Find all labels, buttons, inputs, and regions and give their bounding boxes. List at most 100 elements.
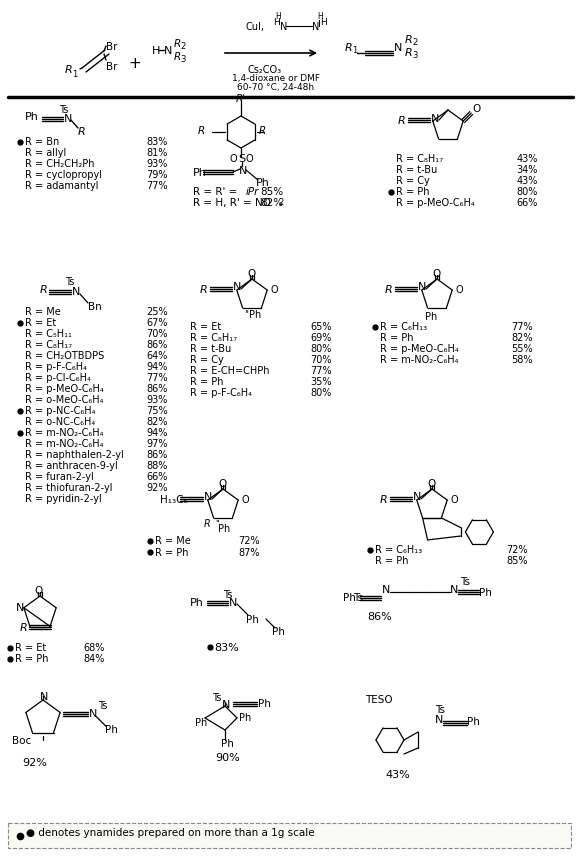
Text: Ts: Ts	[460, 577, 470, 587]
Text: R = thiofuran-2-yl: R = thiofuran-2-yl	[25, 483, 113, 493]
Text: R = Ph: R = Ph	[396, 187, 429, 197]
Text: R = Ph: R = Ph	[375, 556, 408, 567]
Text: R: R	[65, 65, 73, 75]
Text: Ph: Ph	[258, 699, 271, 709]
Text: N: N	[72, 287, 80, 297]
Text: N: N	[164, 46, 173, 56]
Text: 60-70 °C, 24-48h: 60-70 °C, 24-48h	[237, 83, 314, 92]
Text: R = CH₂CH₂Ph: R = CH₂CH₂Ph	[25, 159, 95, 169]
Text: N: N	[418, 282, 426, 292]
Text: R = o-NC-C₆H₄: R = o-NC-C₆H₄	[25, 417, 95, 427]
Text: R = C₈H₁₇: R = C₈H₁₇	[396, 154, 443, 164]
Text: R = CH₂OTBDPS: R = CH₂OTBDPS	[25, 351, 104, 361]
Text: R = Cy: R = Cy	[396, 176, 430, 186]
Text: Ph: Ph	[272, 627, 285, 637]
Text: 82%: 82%	[146, 417, 168, 427]
Text: R: R	[405, 35, 413, 45]
Text: N: N	[450, 585, 458, 595]
Text: O: O	[241, 495, 249, 505]
Text: H: H	[275, 12, 281, 21]
Text: R = Et: R = Et	[190, 322, 221, 332]
Text: N: N	[64, 114, 73, 124]
Text: 43%: 43%	[517, 176, 538, 186]
Text: 94%: 94%	[146, 428, 168, 438]
Text: N: N	[312, 22, 320, 32]
Bar	[8, 823, 571, 848]
Text: R = C₅H₁₁: R = C₅H₁₁	[25, 329, 72, 339]
Text: Ph: Ph	[221, 739, 234, 749]
Text: 34%: 34%	[517, 165, 538, 175]
Text: 86%: 86%	[146, 340, 168, 350]
Text: Ts: Ts	[212, 693, 221, 703]
Text: R = Ph: R = Ph	[155, 548, 188, 557]
Text: Ts: Ts	[98, 701, 107, 711]
Text: 1: 1	[72, 70, 77, 79]
Text: R: R	[203, 519, 210, 529]
Text: Ph: Ph	[195, 718, 207, 728]
Text: 67%: 67%	[146, 318, 168, 328]
Text: 84%: 84%	[84, 655, 105, 664]
Text: Ts: Ts	[353, 593, 363, 603]
Text: 72%: 72%	[507, 545, 528, 555]
Text: R = Ph: R = Ph	[380, 333, 414, 343]
Text: R = m-NO₂-C₆H₄: R = m-NO₂-C₆H₄	[25, 439, 103, 449]
Text: 72%: 72%	[238, 536, 260, 546]
Text: R = m-NO₂-C₆H₄: R = m-NO₂-C₆H₄	[380, 355, 458, 365]
Text: 77%: 77%	[146, 181, 168, 191]
Text: Ts: Ts	[59, 105, 69, 115]
Text: 92%: 92%	[23, 758, 48, 768]
Text: Cs₂CO₃: Cs₂CO₃	[248, 65, 282, 75]
Text: Ph: Ph	[425, 312, 437, 322]
Text: R = p-MeO-C₆H₄: R = p-MeO-C₆H₄	[396, 198, 475, 208]
Text: N: N	[239, 166, 248, 176]
Text: 64%: 64%	[146, 351, 168, 361]
Text: H: H	[152, 46, 160, 56]
Text: N: N	[233, 282, 241, 292]
Text: H: H	[320, 18, 327, 27]
Text: 58%: 58%	[511, 355, 533, 365]
Text: N: N	[435, 715, 443, 725]
Text: Ph: Ph	[193, 168, 207, 178]
Text: 69%: 69%	[311, 333, 332, 343]
Text: O: O	[34, 586, 42, 596]
Text: CuI,: CuI,	[245, 22, 264, 32]
Text: 79%: 79%	[146, 170, 168, 180]
Text: 2: 2	[180, 42, 185, 51]
Text: R = anthracen-9-yl: R = anthracen-9-yl	[25, 461, 118, 471]
Text: O: O	[472, 104, 480, 114]
Text: Ph: Ph	[239, 713, 251, 723]
Text: N: N	[204, 492, 213, 502]
Text: R: R	[78, 127, 86, 137]
Text: 80%: 80%	[517, 187, 538, 197]
Text: Ph: Ph	[256, 178, 270, 188]
Text: R: R	[40, 285, 48, 295]
Text: '': ''	[216, 520, 220, 529]
Text: 93%: 93%	[146, 395, 168, 405]
Text: 25%: 25%	[146, 307, 168, 317]
Text: R = pyridin-2-yl: R = pyridin-2-yl	[25, 494, 102, 504]
Text: 77%: 77%	[511, 322, 533, 332]
Text: R: R	[200, 285, 208, 295]
Text: Ts: Ts	[65, 277, 74, 287]
Text: R = cyclopropyl: R = cyclopropyl	[25, 170, 102, 180]
Text: 75%: 75%	[146, 406, 168, 416]
Text: 94%: 94%	[146, 362, 168, 372]
Text: 83%: 83%	[146, 137, 168, 147]
Text: R = C₈H₁₇: R = C₈H₁₇	[190, 333, 237, 343]
Text: Ph: Ph	[190, 598, 204, 608]
Text: O: O	[230, 154, 238, 164]
Text: N: N	[431, 114, 439, 124]
Text: O: O	[246, 154, 254, 164]
Text: 3: 3	[412, 51, 417, 60]
Text: O: O	[218, 479, 226, 489]
Text: R = Bn: R = Bn	[25, 137, 59, 147]
Text: R = p-MeO-C₆H₄: R = p-MeO-C₆H₄	[380, 344, 459, 354]
Text: 68%: 68%	[84, 643, 105, 653]
Text: Ts: Ts	[435, 705, 445, 715]
Text: 86%: 86%	[146, 384, 168, 394]
Text: Ph: Ph	[479, 588, 492, 598]
Text: 1: 1	[352, 46, 357, 55]
Text: 97%: 97%	[146, 439, 168, 449]
Text: 92%: 92%	[146, 483, 168, 493]
Text: R = p-NC-C₆H₄: R = p-NC-C₆H₄	[25, 406, 95, 416]
